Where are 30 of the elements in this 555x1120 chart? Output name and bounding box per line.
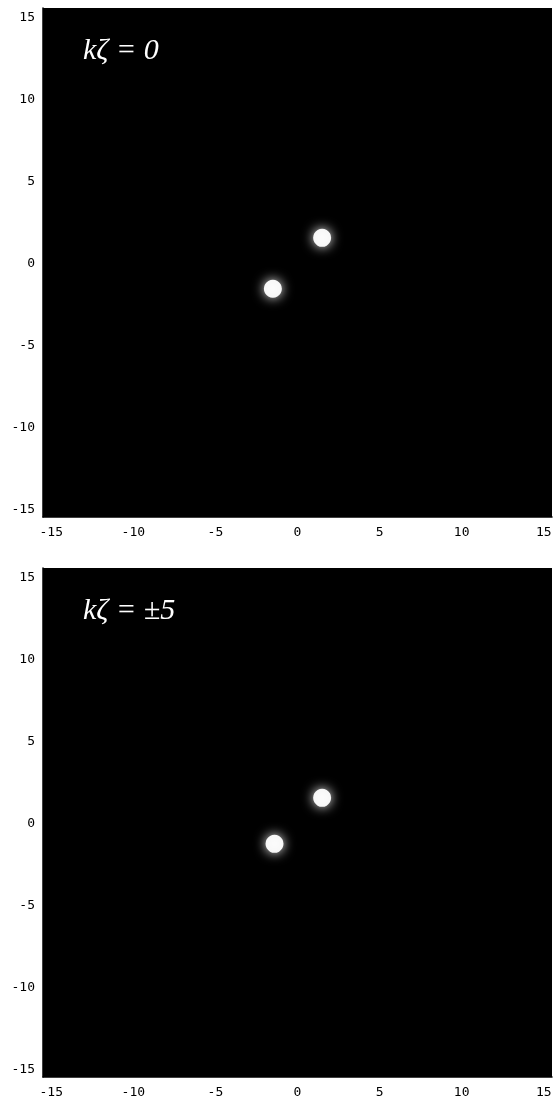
y-tick-label: 5	[27, 732, 35, 748]
y-tick-label: -5	[19, 897, 35, 913]
y-tick-label: -10	[11, 419, 35, 435]
y-tick-label: -15	[11, 501, 35, 517]
x-tick-label: -10	[121, 1084, 146, 1099]
x-tick-label: -10	[121, 524, 146, 539]
x-tick-label: 5	[375, 524, 384, 539]
y-tick-label: 10	[19, 650, 35, 666]
y-tick-label: 5	[27, 172, 35, 188]
y-tick-label: -15	[11, 1061, 35, 1077]
x-tick-label: -5	[207, 1084, 224, 1099]
x-tick-label: -15	[39, 1084, 63, 1099]
y-tick-label: 0	[27, 255, 35, 270]
y-tick-label: 0	[27, 815, 35, 830]
x-tick-label: 0	[293, 524, 302, 539]
text: kζ = 0	[83, 31, 159, 65]
x-tick-label: 10	[453, 524, 470, 539]
x-tick-label: 5	[375, 1084, 384, 1099]
y-tick-label: -10	[11, 979, 35, 995]
y-tick-label: -5	[19, 337, 35, 353]
y-tick-label: 10	[19, 90, 35, 106]
x-tick-label: 10	[453, 1084, 470, 1099]
x-tick-label: -15	[39, 524, 63, 539]
y-tick-label: 15	[19, 568, 35, 584]
x-tick-label: 15	[535, 524, 552, 539]
x-tick-label: 0	[293, 1084, 302, 1099]
text: kζ = ±5	[83, 591, 176, 625]
x-tick-label: -5	[207, 524, 224, 539]
x-tick-label: 15	[535, 1084, 552, 1099]
y-tick-label: 15	[19, 8, 35, 24]
